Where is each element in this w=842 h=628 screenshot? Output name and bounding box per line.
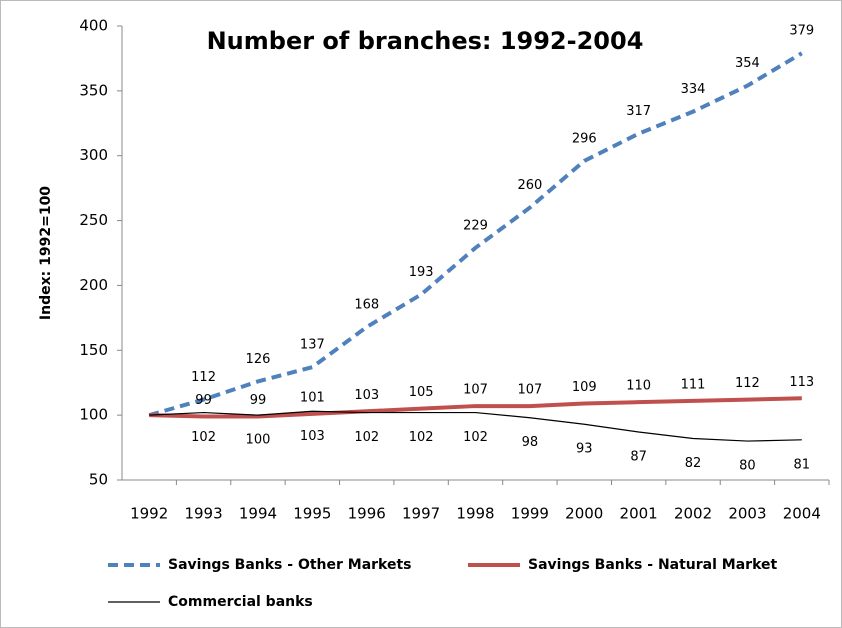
y-tick-label: 150 xyxy=(79,341,108,359)
data-label: 110 xyxy=(626,379,651,394)
data-label: 87 xyxy=(630,450,647,465)
series-line xyxy=(149,410,802,442)
x-tick-label: 2001 xyxy=(620,505,658,523)
data-label: 107 xyxy=(517,383,542,398)
x-tick-label: 2000 xyxy=(565,505,603,523)
data-label: 99 xyxy=(250,393,267,408)
legend-label: Commercial banks xyxy=(168,594,313,610)
legend-label: Savings Banks - Natural Market xyxy=(528,557,777,573)
data-label: 99 xyxy=(195,393,212,408)
data-label: 101 xyxy=(300,390,325,405)
data-label: 105 xyxy=(409,385,434,400)
legend-label: Savings Banks - Other Markets xyxy=(168,557,412,573)
x-tick-label: 2003 xyxy=(728,505,766,523)
series-line xyxy=(149,396,802,419)
data-label: 103 xyxy=(354,388,379,403)
y-tick-label: 50 xyxy=(89,471,108,489)
x-tick-label: 1995 xyxy=(293,505,331,523)
data-label: 93 xyxy=(576,442,593,457)
data-label: 103 xyxy=(300,429,325,444)
data-label: 109 xyxy=(572,380,597,395)
data-label: 81 xyxy=(794,457,811,472)
data-label: 82 xyxy=(685,456,702,471)
data-label: 112 xyxy=(191,370,216,385)
data-label: 102 xyxy=(191,430,216,445)
x-tick-label: 1994 xyxy=(239,505,277,523)
data-label: 100 xyxy=(246,433,271,448)
data-label: 296 xyxy=(572,131,597,146)
data-label: 102 xyxy=(463,430,488,445)
x-tick-label: 1993 xyxy=(184,505,222,523)
chart-title: Number of branches: 1992-2004 xyxy=(207,27,644,55)
y-tick-label: 300 xyxy=(79,146,108,164)
y-tick-label: 200 xyxy=(79,276,108,294)
data-label: 168 xyxy=(354,297,379,312)
x-tick-label: 1996 xyxy=(348,505,386,523)
x-tick-label: 1999 xyxy=(511,505,549,523)
data-label: 229 xyxy=(463,218,488,233)
y-tick-label: 400 xyxy=(79,17,108,35)
series-line xyxy=(148,51,803,418)
data-label: 260 xyxy=(517,178,542,193)
data-label: 112 xyxy=(735,376,760,391)
y-axis-label: Index: 1992=100 xyxy=(38,186,54,320)
data-label: 193 xyxy=(409,265,434,280)
data-label: 113 xyxy=(789,375,814,390)
data-label: 317 xyxy=(626,104,651,119)
x-tick-label: 2004 xyxy=(783,505,821,523)
data-label: 137 xyxy=(300,338,325,353)
data-label: 102 xyxy=(409,430,434,445)
x-tick-label: 2002 xyxy=(674,505,712,523)
data-label: 102 xyxy=(354,430,379,445)
data-label: 354 xyxy=(735,56,760,71)
data-label: 126 xyxy=(246,352,271,367)
y-tick-label: 350 xyxy=(79,81,108,99)
x-tick-label: 1992 xyxy=(130,505,168,523)
data-label: 80 xyxy=(739,459,756,474)
data-label: 111 xyxy=(681,377,706,392)
data-label: 98 xyxy=(522,435,539,450)
data-label: 379 xyxy=(789,24,814,39)
data-label: 334 xyxy=(681,82,706,97)
y-tick-label: 250 xyxy=(79,211,108,229)
x-tick-label: 1997 xyxy=(402,505,440,523)
y-tick-label: 100 xyxy=(79,406,108,424)
data-label: 107 xyxy=(463,383,488,398)
x-tick-label: 1998 xyxy=(456,505,494,523)
